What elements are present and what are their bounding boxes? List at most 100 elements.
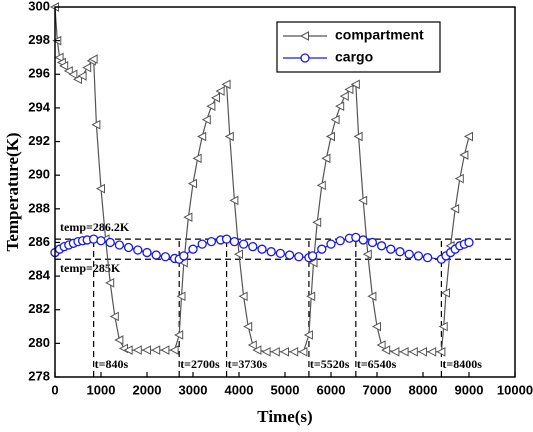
data-point bbox=[188, 244, 198, 254]
data-point bbox=[390, 346, 400, 357]
y-tick-label: 300 bbox=[28, 0, 50, 13]
legend-marker bbox=[300, 53, 310, 63]
data-point bbox=[339, 91, 349, 101]
data-point bbox=[114, 240, 125, 250]
data-point bbox=[160, 345, 170, 355]
data-point bbox=[179, 251, 189, 261]
x-tick-label: 5000 bbox=[271, 382, 300, 397]
x-tick-label: 2000 bbox=[133, 382, 162, 397]
data-point bbox=[321, 153, 331, 164]
y-tick-label: 286 bbox=[28, 234, 50, 249]
data-point bbox=[160, 252, 171, 262]
data-point bbox=[233, 249, 243, 260]
data-point bbox=[95, 183, 105, 194]
x-tick-label: 10000 bbox=[497, 382, 533, 397]
x-tick-label: 8000 bbox=[409, 382, 438, 397]
data-point bbox=[404, 249, 414, 259]
x-axis-title: Time(s) bbox=[257, 407, 312, 426]
data-point bbox=[88, 54, 98, 64]
reference-label: t=3730s bbox=[228, 357, 268, 371]
y-tick-label: 294 bbox=[28, 99, 50, 114]
y-tick-label: 284 bbox=[28, 268, 50, 283]
data-point bbox=[306, 291, 316, 302]
data-point bbox=[238, 239, 249, 249]
data-point bbox=[105, 277, 115, 288]
data-point bbox=[261, 346, 271, 357]
data-point bbox=[275, 248, 286, 259]
data-point bbox=[88, 234, 99, 244]
data-point bbox=[376, 340, 386, 350]
y-tick-label: 290 bbox=[28, 167, 50, 182]
x-tick-label: 9000 bbox=[455, 382, 484, 397]
data-point bbox=[59, 61, 69, 71]
data-point bbox=[229, 195, 239, 206]
data-point bbox=[344, 84, 354, 95]
data-point bbox=[221, 234, 232, 244]
data-point bbox=[358, 235, 368, 245]
data-point bbox=[133, 245, 143, 255]
data-point bbox=[54, 52, 64, 63]
data-point bbox=[252, 345, 262, 355]
x-tick-label: 0 bbox=[51, 382, 58, 397]
y-tick-label: 296 bbox=[28, 66, 50, 81]
data-point bbox=[371, 321, 381, 332]
data-point bbox=[463, 131, 473, 142]
data-point bbox=[72, 74, 82, 85]
data-point bbox=[77, 71, 87, 81]
data-point bbox=[183, 212, 193, 223]
data-point bbox=[105, 237, 115, 248]
data-point bbox=[221, 79, 231, 90]
data-point bbox=[464, 237, 474, 248]
y-tick-label: 298 bbox=[28, 32, 50, 47]
x-tick-label: 6000 bbox=[317, 382, 346, 397]
data-point bbox=[454, 173, 464, 184]
reference-label: t=5520s bbox=[310, 357, 350, 371]
legend-label: cargo bbox=[335, 49, 373, 65]
data-point bbox=[248, 242, 258, 252]
data-point bbox=[289, 346, 299, 357]
data-point bbox=[307, 251, 318, 261]
data-point bbox=[197, 131, 207, 142]
data-point bbox=[381, 345, 391, 355]
reference-label: t=840s bbox=[95, 357, 129, 371]
data-point bbox=[326, 239, 336, 249]
data-point bbox=[316, 180, 326, 191]
data-point bbox=[151, 345, 161, 355]
data-point bbox=[438, 321, 448, 332]
data-point bbox=[422, 252, 433, 263]
data-point bbox=[362, 249, 372, 260]
data-point bbox=[284, 250, 295, 260]
x-tick-label: 4000 bbox=[225, 382, 254, 397]
data-point bbox=[408, 346, 418, 357]
legend-box bbox=[276, 21, 441, 73]
data-point bbox=[417, 346, 427, 357]
data-point bbox=[151, 250, 161, 260]
y-tick-label: 278 bbox=[28, 368, 50, 383]
x-tick-label: 1000 bbox=[87, 382, 116, 397]
data-point bbox=[325, 131, 335, 142]
x-tick-label: 3000 bbox=[179, 382, 208, 397]
data-point bbox=[132, 345, 142, 355]
data-point bbox=[142, 247, 152, 258]
legend-label: compartment bbox=[335, 27, 424, 43]
data-point bbox=[210, 92, 220, 103]
reference-label: t=8400s bbox=[442, 357, 482, 371]
data-point bbox=[413, 251, 424, 261]
data-point bbox=[169, 345, 179, 355]
data-point bbox=[197, 239, 207, 249]
data-point bbox=[303, 330, 313, 340]
y-tick-label: 282 bbox=[28, 301, 50, 316]
data-point bbox=[243, 321, 253, 332]
reference-label: t=2700s bbox=[180, 357, 220, 371]
data-point bbox=[376, 241, 387, 251]
data-point bbox=[308, 257, 318, 268]
data-point bbox=[206, 101, 216, 112]
reference-label: temp=286.2K bbox=[60, 220, 130, 234]
reference-label: temp=285K bbox=[60, 261, 121, 275]
data-point bbox=[247, 340, 257, 350]
data-point bbox=[141, 345, 151, 355]
data-point bbox=[367, 291, 377, 302]
data-point bbox=[427, 346, 437, 357]
data-point bbox=[224, 131, 234, 142]
